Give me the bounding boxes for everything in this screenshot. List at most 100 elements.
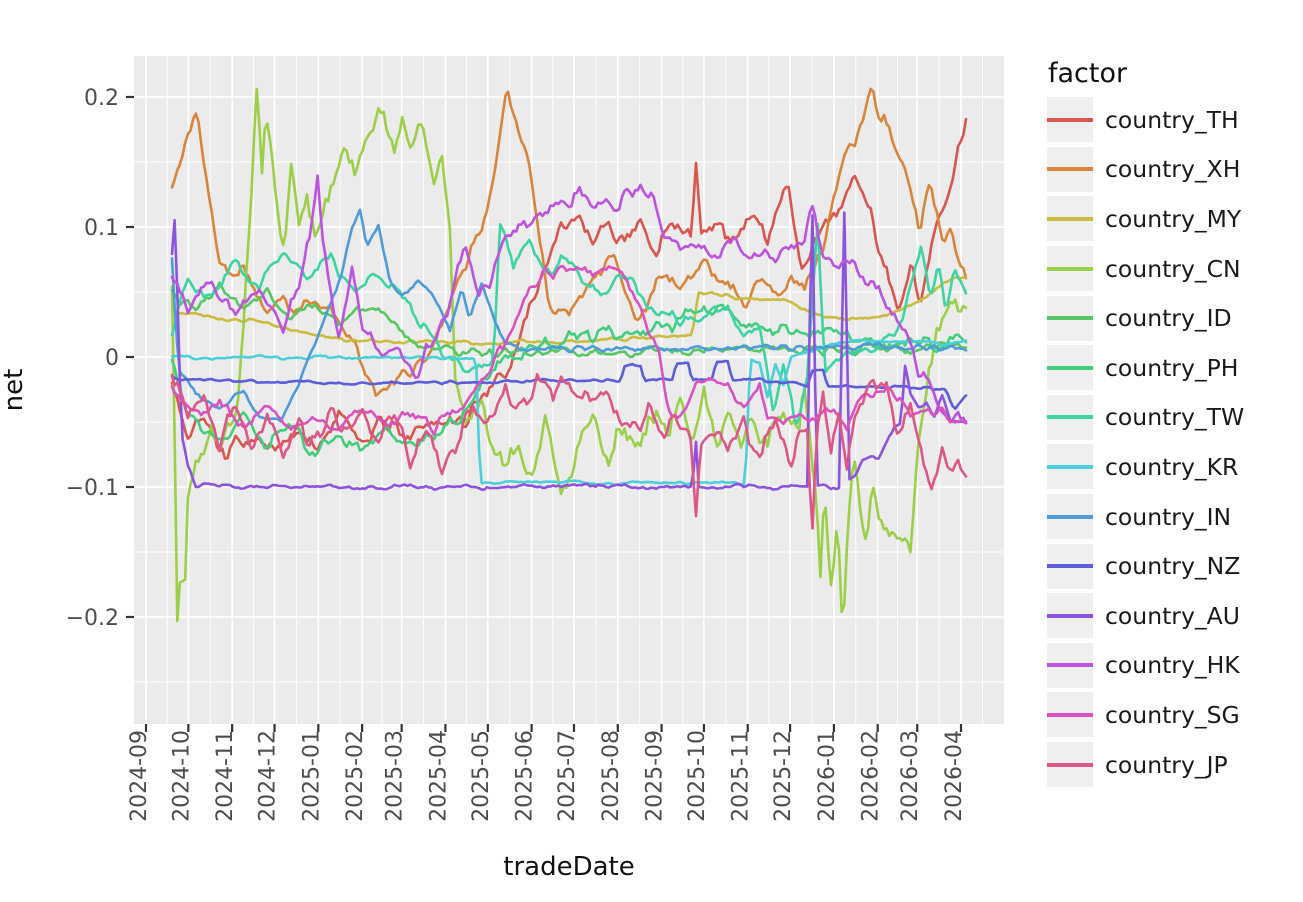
x-tick-label: 2026-04 [942, 730, 967, 822]
series-line-country_NZ [170, 359, 968, 410]
x-tick-label: 2025-08 [599, 730, 624, 822]
x-tick-label: 2025-02 [343, 730, 368, 822]
legend-key-line [1047, 167, 1093, 172]
legend-key-line [1047, 514, 1093, 519]
y-tick-label: 0.1 [84, 216, 119, 241]
x-tick-label: 2025-10 [685, 730, 710, 822]
legend-key-line [1047, 464, 1093, 469]
legend-key-swatch [1047, 444, 1093, 490]
y-tick-label: −0.1 [66, 476, 119, 501]
y-tick-label: −0.2 [66, 606, 119, 631]
x-tick-label: 2025-05 [469, 730, 494, 822]
x-tick-label: 2024-09 [127, 730, 152, 822]
legend-label: country_MY [1105, 204, 1242, 233]
series-line-country_KR [170, 338, 968, 487]
legend-key-swatch [1047, 146, 1093, 192]
legend-label: country_CN [1105, 254, 1241, 283]
x-tick-label: 2025-09 [643, 730, 668, 822]
series-line-country_IN [170, 208, 968, 423]
x-tick-label: 2025-03 [383, 730, 408, 822]
legend-key-line [1047, 316, 1093, 321]
x-tick-label: 2026-02 [859, 730, 884, 822]
legend-label: country_TW [1105, 403, 1245, 432]
legend-entry-country_ID: country_ID [1047, 293, 1297, 343]
legend-key-swatch [1047, 345, 1093, 391]
legend-key-swatch [1047, 394, 1093, 440]
legend-key-line [1047, 266, 1093, 271]
legend-key-line [1047, 712, 1093, 717]
legend-key-line [1047, 415, 1093, 420]
legend-entry-country_PH: country_PH [1047, 343, 1297, 393]
x-tick-label: 2025-07 [555, 730, 580, 822]
legend-key-line [1047, 663, 1093, 668]
legend-key-swatch [1047, 246, 1093, 292]
legend-label: country_ID [1105, 304, 1232, 333]
legend-entry-country_SG: country_SG [1047, 690, 1297, 740]
legend-title: factor [1048, 58, 1128, 89]
legend-key-swatch [1047, 196, 1093, 242]
y-tick-label: 0.2 [84, 86, 119, 111]
legend-label: country_SG [1105, 700, 1240, 729]
legend-label: country_IN [1105, 502, 1232, 531]
legend-key-swatch [1047, 642, 1093, 688]
legend-key-swatch [1047, 97, 1093, 143]
legend-label: country_JP [1105, 750, 1228, 779]
x-tick-label: 2025-06 [513, 730, 538, 822]
legend-items: country_TH country_XH country_MY country_CN… [1047, 95, 1297, 789]
series-line-country_MY [170, 275, 968, 346]
panel-background [134, 56, 1004, 724]
legend-key-swatch [1047, 692, 1093, 738]
legend-entry-country_IN: country_IN [1047, 492, 1297, 542]
legend-entry-country_CN: country_CN [1047, 244, 1297, 294]
x-tick-label: 2024-12 [256, 730, 281, 822]
legend-entry-country_TW: country_TW [1047, 393, 1297, 443]
legend-label: country_TH [1105, 105, 1239, 134]
x-tick-label: 2026-01 [815, 730, 840, 822]
series-line-country_HK [170, 174, 968, 425]
x-tick-label: 2025-12 [771, 730, 796, 822]
series-line-country_AU [170, 211, 968, 491]
legend-key-swatch [1047, 494, 1093, 540]
legend-key-line [1047, 762, 1093, 767]
legend: factor country_TH country_XH country_MY cou… [1047, 58, 1297, 789]
legend-label: country_HK [1105, 651, 1240, 680]
y-axis-title: net [0, 368, 29, 412]
legend-label: country_NZ [1105, 552, 1241, 581]
x-tick-label: 2025-01 [299, 730, 324, 822]
series-line-country_CN [170, 87, 968, 623]
legend-key-swatch [1047, 742, 1093, 788]
x-tick-label: 2025-04 [426, 730, 451, 822]
legend-key-line [1047, 564, 1093, 569]
legend-key-swatch [1047, 593, 1093, 639]
x-axis-title: tradeDate [503, 852, 635, 882]
x-tick-label: 2025-11 [729, 730, 754, 822]
legend-entry-country_HK: country_HK [1047, 641, 1297, 691]
series-line-country_TW [170, 222, 968, 425]
y-tick-label: 0 [105, 346, 119, 371]
legend-key-swatch [1047, 295, 1093, 341]
legend-entry-country_AU: country_AU [1047, 591, 1297, 641]
series-line-country_JP [170, 373, 968, 530]
x-tick-label: 2024-10 [169, 730, 194, 822]
legend-entry-country_MY: country_MY [1047, 194, 1297, 244]
legend-key-swatch [1047, 543, 1093, 589]
series-line-country_PH [170, 303, 968, 458]
legend-entry-country_XH: country_XH [1047, 145, 1297, 195]
legend-key-line [1047, 613, 1093, 618]
legend-label: country_AU [1105, 601, 1240, 630]
legend-key-line [1047, 365, 1093, 370]
legend-label: country_KR [1105, 452, 1239, 481]
legend-entry-country_NZ: country_NZ [1047, 541, 1297, 591]
x-tick-label: 2024-11 [213, 730, 238, 822]
legend-label: country_XH [1105, 155, 1241, 184]
legend-label: country_PH [1105, 353, 1239, 382]
series-line-country_XH [170, 87, 968, 398]
legend-key-line [1047, 216, 1093, 221]
legend-entry-country_KR: country_KR [1047, 442, 1297, 492]
series-line-country_SG [170, 264, 968, 436]
legend-key-line [1047, 117, 1093, 122]
x-tick-label: 2026-03 [898, 730, 923, 822]
legend-entry-country_TH: country_TH [1047, 95, 1297, 145]
